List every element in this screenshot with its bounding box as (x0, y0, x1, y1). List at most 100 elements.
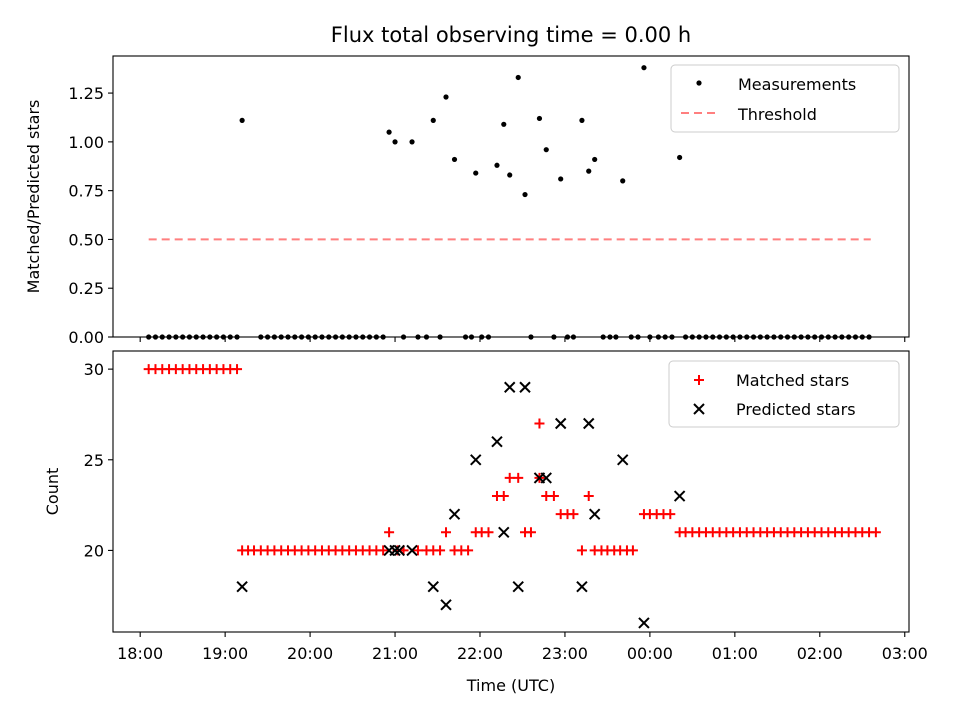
predicted-star-marker (448, 508, 461, 520)
predicted-star-marker (617, 454, 629, 466)
matched-star-marker (568, 509, 579, 520)
x-tick-label: 23:00 (542, 644, 588, 663)
predicted-star-marker (427, 580, 439, 593)
matched-star-marker (504, 472, 515, 483)
predicted-star-marker (693, 403, 705, 415)
measurement-point (586, 168, 592, 174)
y-tick-label: 0.75 (68, 182, 104, 201)
measurement-point (522, 191, 528, 198)
measurement-point (536, 115, 543, 122)
measurement-point (501, 121, 507, 127)
predicted-star-marker (389, 544, 401, 557)
measurement-point (409, 139, 415, 145)
matched-star-marker (534, 418, 545, 429)
measurement-point (494, 162, 500, 168)
matched-star-marker (384, 527, 395, 538)
ratio-legend: Measurements Threshold (670, 64, 900, 133)
matched-star-marker (441, 527, 452, 538)
x-tick-label: 01:00 (712, 644, 758, 663)
matched-star-marker (627, 545, 638, 556)
x-tick-label: 18:00 (117, 644, 163, 663)
measurement-point (515, 74, 521, 81)
time-x-axis-label: Time (UTC) (466, 676, 555, 695)
ratio-legend-frame (670, 64, 900, 133)
ratio-x-ticks (139, 337, 906, 342)
predicted-star-marker (406, 544, 418, 557)
matched-star-marker (412, 545, 423, 556)
count-y-axis-label: Count (43, 468, 62, 516)
measurement-point (386, 129, 392, 135)
matched-star-marker (378, 545, 389, 556)
predicted-star-marker (540, 472, 552, 484)
matched-star-marker (665, 509, 676, 520)
count-panel-frame (112, 350, 910, 633)
measurement-point (620, 178, 626, 184)
predicted-star-marker (470, 454, 482, 466)
ratio-panel: 0.00 0.25 0.50 0.75 1.00 1.25 Matched/Predict… (24, 55, 910, 347)
matched-star-marker (232, 364, 243, 375)
measurement-point (641, 65, 647, 71)
matched-star-marker (435, 545, 446, 556)
x-tick-label: 22:00 (457, 644, 503, 663)
y-tick-label: 0.00 (68, 328, 104, 347)
x-tick-label: 19:00 (202, 644, 248, 663)
matched-star-marker (583, 491, 594, 502)
measurement-point (558, 176, 564, 182)
predicted-star-marker (393, 544, 405, 557)
matched-star-marker (513, 472, 524, 483)
predicted-star-marker (588, 508, 601, 520)
x-tick-label: 21:00 (372, 644, 418, 663)
ratio-y-axis-label: Matched/Predicted stars (24, 100, 43, 294)
measurement-point (592, 156, 598, 163)
y-tick-label: 25 (84, 451, 104, 470)
y-tick-label: 0.25 (68, 279, 104, 298)
predicted-star-marker (236, 580, 248, 593)
y-tick-label: 1.25 (68, 84, 104, 103)
matched-star-marker (694, 375, 704, 385)
legend-label-threshold: Threshold (737, 105, 817, 124)
matched-star-marker (870, 527, 881, 538)
measurement-point (430, 117, 436, 123)
predicted-star-marker (673, 490, 686, 502)
measurement-point (443, 94, 449, 100)
predicted-star-marker (638, 617, 650, 629)
matched-star-marker (483, 527, 494, 538)
predicted-star-marker (504, 381, 516, 393)
predicted-star-marker (519, 381, 531, 393)
y-tick-label: 20 (84, 541, 104, 560)
y-tick-label: 1.00 (68, 133, 104, 152)
measurement-point (451, 156, 458, 163)
x-tick-label: 20:00 (287, 644, 333, 663)
predicted-star-marker (512, 580, 524, 593)
count-panel: 20 25 30 18:00 19:00 20:00 21:00 22:00 23:00 00:… (43, 350, 928, 695)
count-y-axis: 20 25 30 (84, 360, 113, 560)
matched-star-marker (498, 491, 509, 502)
measurement-point (473, 170, 479, 176)
measurement-point (677, 154, 683, 161)
x-tick-label: 02:00 (797, 644, 843, 663)
predicted-star-marker (440, 599, 452, 611)
chart-title: Flux total observing time = 0.00 h (331, 23, 691, 47)
measurement-points (146, 65, 872, 340)
ratio-panel-frame (112, 55, 910, 338)
predicted-star-marker (498, 526, 510, 538)
time-x-axis: 18:00 19:00 20:00 21:00 22:00 23:00 00:00 01:00… (117, 632, 928, 663)
ratio-y-axis: 0.00 0.25 0.50 0.75 1.00 1.25 (68, 84, 113, 347)
measurement-point (507, 172, 513, 178)
measurement-point (696, 80, 702, 86)
matched-star-marker (576, 545, 587, 556)
predicted-star-marker (554, 417, 567, 430)
legend-label-matched: Matched stars (736, 371, 849, 390)
y-tick-label: 0.50 (68, 230, 104, 249)
matched-star-marker (548, 491, 559, 502)
measurement-point (543, 147, 549, 153)
count-points (143, 364, 881, 629)
x-tick-label: 00:00 (627, 644, 673, 663)
predicted-star-marker (491, 435, 503, 448)
matched-star-marker (525, 527, 536, 538)
y-tick-label: 30 (84, 360, 104, 379)
predicted-star-marker (576, 580, 588, 593)
matched-star-marker (463, 545, 474, 556)
measurement-point (392, 139, 398, 145)
